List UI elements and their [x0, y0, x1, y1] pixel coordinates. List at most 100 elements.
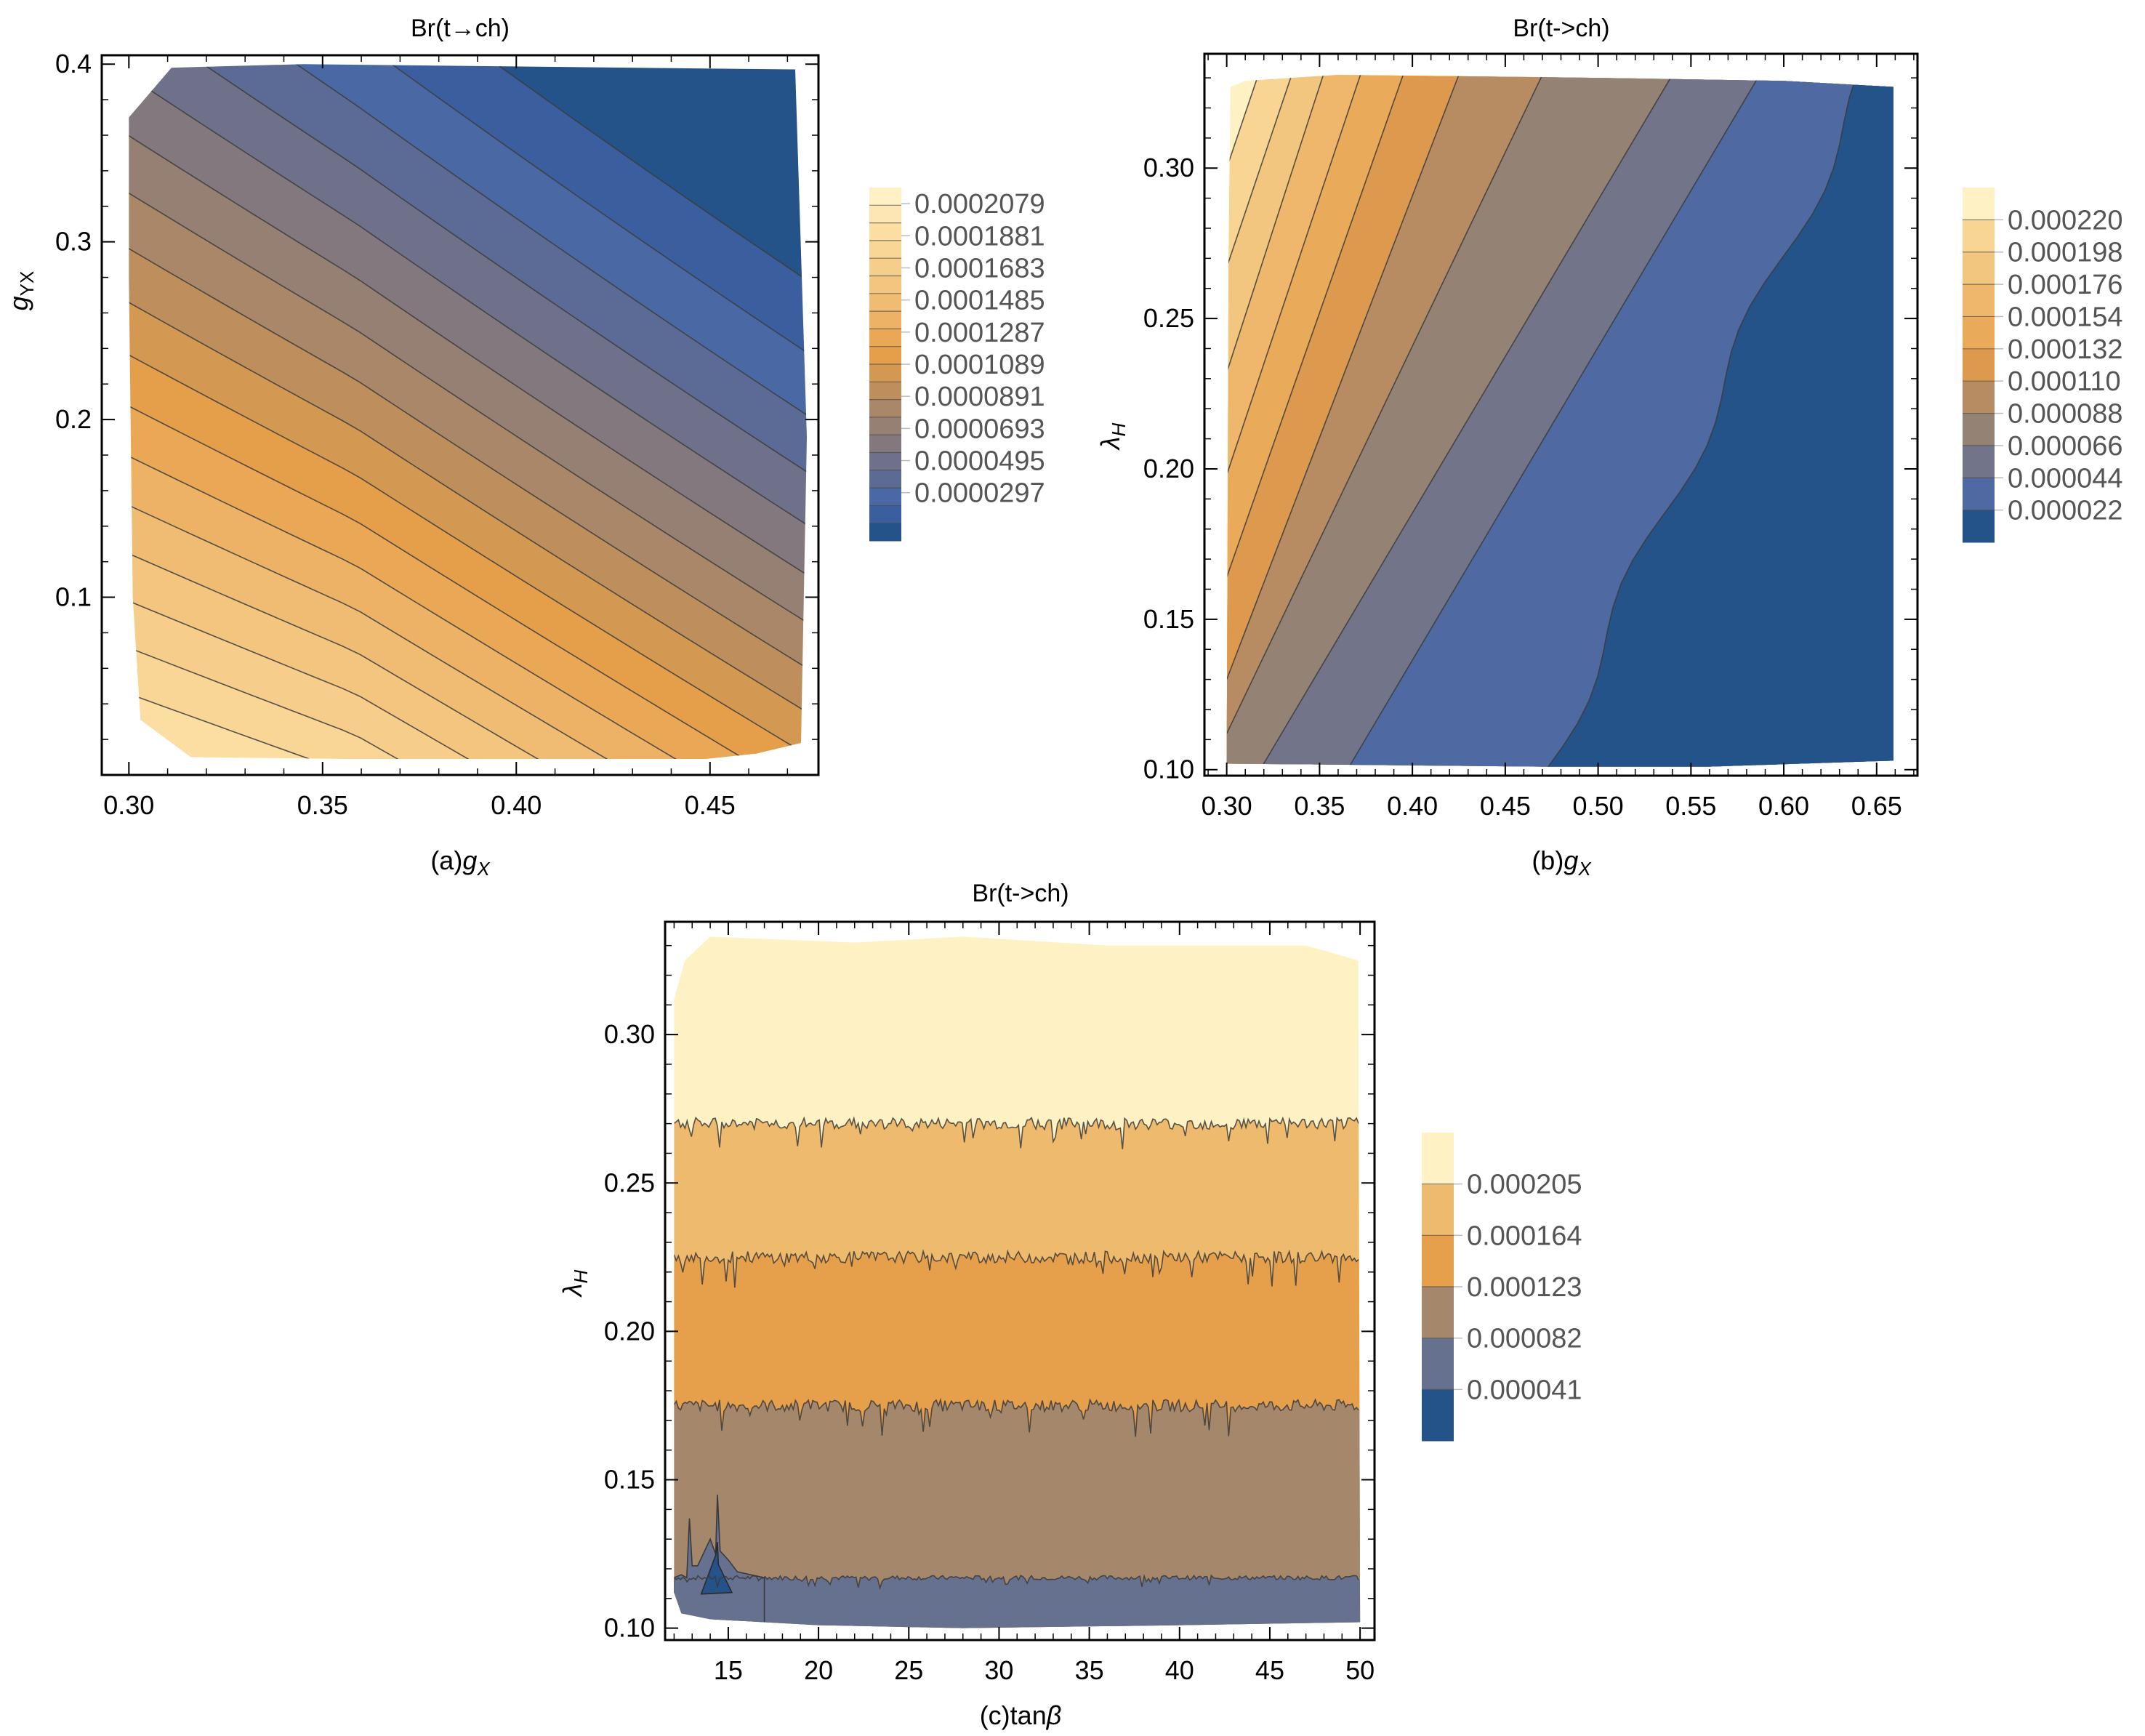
y-tick-label: 0.10 [604, 1613, 655, 1643]
legend-swatch [869, 505, 901, 524]
contour-line [129, 64, 808, 429]
legend-swatch [1422, 1287, 1454, 1339]
contour-band [129, 123, 808, 635]
x-tick-label: 0.40 [1387, 791, 1438, 821]
legend-label: 0.000176 [2008, 270, 2123, 300]
legend-swatch [869, 488, 901, 506]
contour-band [674, 1399, 1361, 1628]
contour-band [129, 64, 808, 485]
panel-b-legend: 0.0002200.0001980.0001760.0001540.000132… [1963, 188, 2123, 543]
legend-label: 0.000123 [1467, 1272, 1582, 1303]
legend-label: 0.0001881 [914, 221, 1045, 252]
panel-c-x-label: (c)tanβ [980, 1700, 1062, 1730]
legend-swatch [869, 222, 901, 241]
y-tick-label: 0.15 [604, 1465, 655, 1495]
x-tick-label: 15 [714, 1655, 743, 1685]
contour-line [674, 1397, 1359, 1437]
x-tick-label: 30 [984, 1655, 1013, 1685]
x-tick-label: 0.45 [685, 790, 736, 820]
y-tick-label: 0.20 [1143, 454, 1194, 483]
legend-swatch [869, 364, 901, 382]
contour-line [1226, 74, 1543, 734]
contour-line [129, 64, 808, 485]
contour-band [129, 292, 808, 759]
contour-line [1545, 74, 1858, 767]
panel-b-x-label: (b)gX [1532, 845, 1592, 880]
contour-line [129, 496, 808, 759]
contour-band [129, 64, 808, 366]
legend-label: 0.000041 [1467, 1375, 1582, 1405]
legend-label: 0.0001089 [914, 350, 1045, 380]
contour-line [129, 686, 808, 759]
x-label-symbol: tan [1010, 1700, 1047, 1730]
legend-label: 0.000132 [2008, 334, 2123, 365]
legend-label: 0.000088 [2008, 399, 2123, 430]
legend-swatch [869, 523, 901, 542]
panel-c-ticks: 15 20 25 30 35 40 45 50 0.10 0.15 0.20 0.25 0.30 [604, 922, 1375, 1685]
x-label-prefix: (b) [1532, 845, 1564, 875]
y-tick-label: 0.2 [55, 404, 92, 434]
panel-a-legend: 0.00020790.00018810.00016830.00014850.00… [869, 188, 1045, 542]
contour-line [129, 123, 808, 588]
x-tick-label: 0.60 [1758, 791, 1809, 821]
x-tick-label: 0.35 [1294, 791, 1345, 821]
y-tick-label: 0.3 [55, 227, 92, 257]
legend-swatch [1963, 220, 1995, 253]
panel-c: Br(t->ch) 15 20 25 30 35 40 45 50 0.10 0.15 0.20 0.… [558, 880, 1582, 1730]
legend-label: 0.0000891 [914, 382, 1045, 412]
contour-line [1226, 74, 1404, 578]
legend-swatch [1963, 381, 1995, 414]
legend-swatch [869, 240, 901, 259]
contour-band [129, 237, 808, 724]
legend-swatch [869, 417, 901, 435]
x-tick-label: 0.35 [297, 790, 348, 820]
legend-label: 0.000022 [2008, 496, 2123, 526]
legend-swatch [869, 382, 901, 401]
y-label-symbol: g [4, 296, 33, 310]
contour-line [129, 592, 808, 759]
legend-swatch [1963, 188, 1995, 220]
contour-line [1259, 74, 1673, 767]
y-tick-label: 0.25 [604, 1168, 655, 1197]
x-label-sub: β [1046, 1700, 1062, 1730]
panel-a-title: Br(t→ch) [411, 15, 510, 42]
contour-spike [674, 1494, 765, 1628]
x-tick-label: 0.30 [103, 790, 154, 820]
contour-band [129, 396, 808, 759]
contour-band [129, 64, 808, 294]
contour-line [129, 640, 808, 759]
svg-text:(a)gX: (a)gX [430, 845, 491, 880]
legend-swatch [1963, 316, 1995, 350]
contour-line [129, 64, 808, 366]
x-tick-label: 0.45 [1480, 791, 1531, 821]
contour-band [129, 544, 808, 759]
contour-band [129, 64, 808, 428]
y-tick-label: 0.30 [1143, 153, 1194, 182]
contour-line [129, 291, 808, 725]
x-tick-label: 40 [1165, 1655, 1194, 1685]
legend-swatch [1963, 413, 1995, 446]
legend-label: 0.0000297 [914, 478, 1045, 509]
contour-line [129, 64, 808, 538]
legend-swatch [869, 258, 901, 276]
panel-a-y-label: gYX [4, 271, 38, 311]
x-tick-label: 45 [1255, 1655, 1284, 1685]
legend-label: 0.000205 [1467, 1170, 1582, 1200]
x-tick-label: 0.30 [1202, 791, 1252, 821]
legend-label: 0.0001287 [914, 318, 1045, 348]
y-tick-label: 0.10 [1143, 755, 1194, 784]
legend-swatch [1963, 348, 1995, 382]
legend-label: 0.000198 [2008, 238, 2123, 268]
contour-island [700, 1542, 733, 1595]
x-label-symbol: g [462, 845, 477, 875]
svg-text:(c)tanβ: (c)tanβ [980, 1700, 1062, 1730]
panel-b-plot [1226, 74, 1894, 767]
y-tick-label: 0.1 [55, 582, 92, 612]
panel-b-ticks: 0.30 0.35 0.40 0.45 0.50 0.55 0.60 0.65 0.10 0.15… [1143, 54, 1917, 821]
x-tick-label: 50 [1345, 1655, 1375, 1685]
contour-line [1347, 74, 1760, 767]
y-label-sub: H [570, 1270, 592, 1284]
contour-line [129, 544, 808, 759]
panel-c-y-label: λH [558, 1270, 592, 1298]
